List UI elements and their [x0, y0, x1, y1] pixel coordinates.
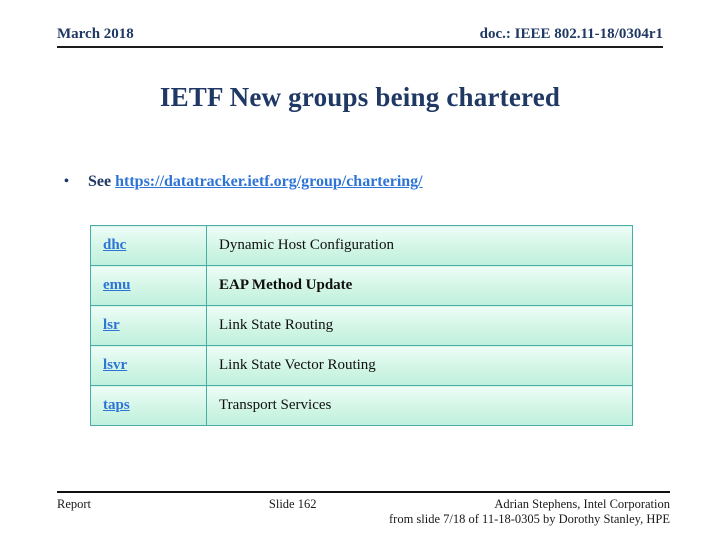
ietf-groups-table: dhc Dynamic Host Configuration emu EAP Meth…: [90, 225, 633, 426]
group-cell: emu: [90, 265, 207, 306]
chartering-link[interactable]: https://datatracker.ietf.org/group/chart…: [115, 173, 423, 190]
group-cell: lsvr: [90, 345, 207, 386]
bullet-line: • See https://datatracker.ietf.org/group/…: [64, 173, 423, 191]
footer-report-label: Report: [57, 497, 92, 511]
footer-attribution: from slide 7/18 of 11-18-0305 by Dorothy…: [389, 512, 670, 526]
bullet-text: See: [88, 173, 116, 190]
slide-header: March 2018 doc.: IEEE 802.11-18/0304r1: [57, 26, 663, 48]
footer-author: Adrian Stephens, Intel Corporation: [494, 497, 670, 511]
page-title: IETF New groups being chartered: [159, 82, 561, 112]
slide-footer: Report Slide 162 Adrian Stephens, Intel …: [57, 497, 670, 512]
table-row: dhc Dynamic Host Configuration: [90, 225, 633, 266]
ietf-groups-table-body: dhc Dynamic Host Configuration emu EAP Meth…: [90, 225, 633, 426]
group-cell: taps: [90, 385, 207, 426]
footer-divider: [57, 491, 670, 493]
group-description: Dynamic Host Configuration: [206, 225, 633, 266]
group-link-lsvr[interactable]: lsvr: [103, 357, 128, 373]
bullet-icon: •: [64, 174, 69, 189]
group-cell: dhc: [90, 225, 207, 266]
group-link-taps[interactable]: taps: [103, 397, 130, 413]
group-link-emu[interactable]: emu: [103, 277, 131, 293]
header-doc-number: doc.: IEEE 802.11-18/0304r1: [479, 26, 663, 42]
group-link-lsr[interactable]: lsr: [103, 317, 120, 333]
group-description: Transport Services: [206, 385, 633, 426]
group-cell: lsr: [90, 305, 207, 346]
group-link-dhc[interactable]: dhc: [103, 237, 127, 253]
group-description: Link State Routing: [206, 305, 633, 346]
table-row: lsr Link State Routing: [90, 305, 633, 346]
slide-number: Slide 162: [268, 497, 317, 511]
table-row: emu EAP Method Update: [90, 265, 633, 306]
header-date: March 2018: [57, 26, 134, 42]
table-row: lsvr Link State Vector Routing: [90, 345, 633, 386]
group-description: EAP Method Update: [206, 265, 633, 306]
group-description: Link State Vector Routing: [206, 345, 633, 386]
table-row: taps Transport Services: [90, 385, 633, 426]
